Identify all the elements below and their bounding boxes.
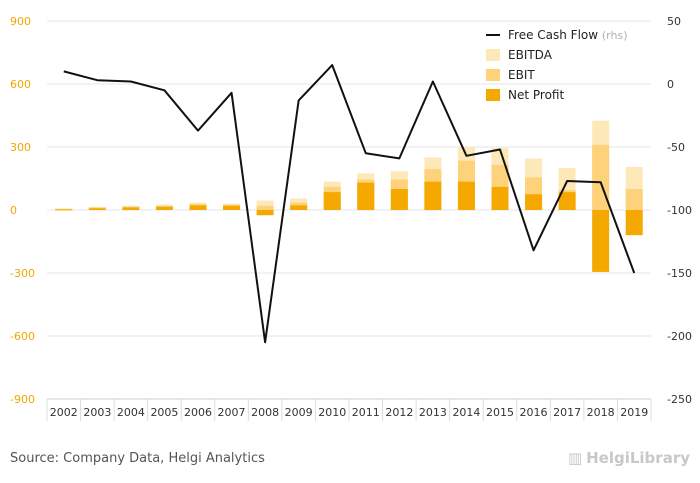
y-left-tick-label: -600 (10, 330, 35, 343)
y-left-tick-label: 900 (10, 15, 31, 28)
x-tick-label: 2018 (587, 406, 615, 419)
x-tick-label: 2019 (620, 406, 648, 419)
legend-rhs-note: (rhs) (602, 29, 628, 42)
bar-net-profit (155, 206, 173, 210)
x-tick-label: 2017 (553, 406, 581, 419)
bar-net-profit (256, 210, 274, 216)
bar-ebit (625, 189, 643, 210)
x-tick-label: 2015 (486, 406, 514, 419)
x-tick-label: 2010 (318, 406, 346, 419)
bar-net-profit (290, 205, 308, 210)
bar-net-profit (323, 192, 341, 210)
bar-ebit (256, 205, 274, 210)
bar-net-profit (457, 181, 475, 210)
source-note: Source: Company Data, Helgi Analytics (10, 451, 265, 466)
x-tick-label: 2014 (452, 406, 480, 419)
y-right-tick-label: 50 (667, 15, 681, 28)
y-left-tick-label: -300 (10, 267, 35, 280)
logo-text: HelgiLibrary (586, 449, 690, 467)
x-tick-label: 2008 (251, 406, 279, 419)
bar-net-profit (223, 205, 241, 210)
y-right-tick-label: -250 (667, 393, 692, 406)
bar-ebitda (256, 200, 274, 210)
y-left-tick-label: 0 (10, 204, 17, 217)
helgi-library-logo: ▥ HelgiLibrary (568, 449, 690, 467)
legend-swatch-ebitda (486, 49, 500, 61)
x-tick-label: 2009 (285, 406, 313, 419)
bar-net-profit (491, 186, 509, 210)
x-tick-label: 2012 (385, 406, 413, 419)
legend-swatch-ebit (486, 69, 500, 81)
bar-net-profit (189, 205, 207, 210)
y-right-tick-label: -200 (667, 330, 692, 343)
y-right-tick-label: 0 (667, 78, 674, 91)
y-left-tick-label: -900 (10, 393, 35, 406)
bar-net-profit (558, 192, 576, 210)
library-logo-icon: ▥ (567, 449, 583, 467)
bar-net-profit (357, 182, 375, 210)
bar-net-profit (55, 209, 73, 211)
bar-net-profit (88, 208, 106, 210)
legend-label-free-cash-flow: Free Cash Flow (rhs) (508, 28, 628, 42)
legend-swatch-net-profit (486, 89, 500, 101)
x-tick-label: 2016 (520, 406, 548, 419)
y-left-tick-label: 600 (10, 78, 31, 91)
bar-net-profit (525, 194, 543, 210)
x-tick-label: 2011 (352, 406, 380, 419)
x-tick-label: 2002 (50, 406, 78, 419)
bar-net-profit (424, 181, 442, 210)
line-free-cash-flow (63, 64, 636, 344)
bar-net-profit (390, 189, 408, 210)
legend-label-ebit: EBIT (508, 68, 535, 82)
x-tick-label: 2006 (184, 406, 212, 419)
bar-net-profit (625, 210, 643, 236)
bar-net-profit (122, 207, 140, 210)
x-tick-label: 2007 (218, 406, 246, 419)
bar-net-profit (592, 210, 610, 272)
y-right-tick-label: -100 (667, 204, 692, 217)
x-tick-label: 2005 (150, 406, 178, 419)
x-tick-label: 2004 (117, 406, 145, 419)
x-tick-label: 2003 (83, 406, 111, 419)
x-tick-label: 2013 (419, 406, 447, 419)
y-left-tick-label: 300 (10, 141, 31, 154)
legend-label-net-profit: Net Profit (508, 88, 564, 102)
legend-label-ebitda: EBITDA (508, 48, 553, 62)
y-right-tick-label: -150 (667, 267, 692, 280)
y-right-tick-label: -50 (667, 141, 685, 154)
